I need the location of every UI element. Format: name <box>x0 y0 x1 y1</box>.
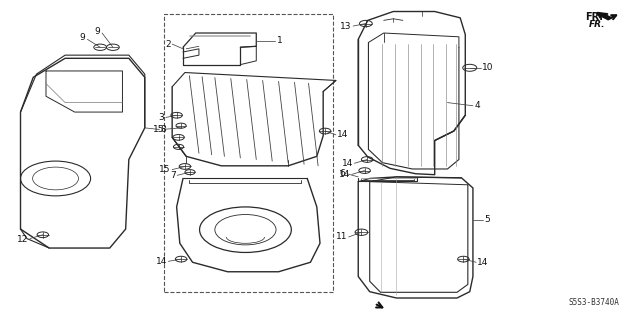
Text: 8: 8 <box>161 125 166 134</box>
Text: 7: 7 <box>170 171 176 180</box>
Text: FR.: FR. <box>586 12 604 22</box>
Text: 12: 12 <box>17 235 28 244</box>
Text: 11: 11 <box>336 233 348 241</box>
Text: 14: 14 <box>156 257 167 266</box>
Text: 3: 3 <box>159 113 164 122</box>
Text: 14: 14 <box>342 159 353 168</box>
Text: 9: 9 <box>80 33 86 42</box>
Text: 13: 13 <box>340 22 352 31</box>
Text: 4: 4 <box>474 101 480 110</box>
Text: 2: 2 <box>165 40 171 48</box>
Text: FR.: FR. <box>589 20 605 29</box>
Text: 6: 6 <box>340 169 346 178</box>
Text: 9: 9 <box>95 27 100 36</box>
Text: 10: 10 <box>482 63 493 72</box>
Text: S5S3-B3740A: S5S3-B3740A <box>568 298 620 307</box>
Text: 1: 1 <box>276 36 282 45</box>
Text: 5: 5 <box>484 215 490 224</box>
Text: 14: 14 <box>339 170 351 179</box>
Text: 14: 14 <box>337 130 349 139</box>
Text: 14: 14 <box>477 258 489 267</box>
FancyArrow shape <box>597 12 612 20</box>
Text: 15: 15 <box>159 165 171 174</box>
Text: 15: 15 <box>153 125 164 134</box>
Bar <box>164 14 333 292</box>
